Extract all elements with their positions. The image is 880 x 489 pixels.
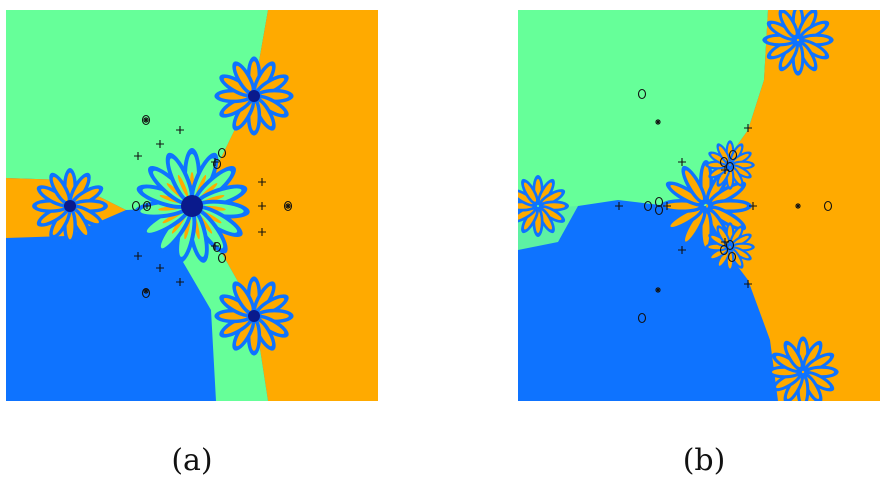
basin-green	[518, 10, 768, 210]
fractal-panel-a	[6, 10, 378, 401]
attractor-top	[248, 90, 260, 102]
basin-green	[6, 10, 268, 210]
basin-plot-a	[6, 10, 378, 401]
attractor-left	[64, 200, 76, 212]
attractor-center	[181, 195, 203, 217]
markers-b	[615, 88, 833, 324]
fractal-panel-b	[518, 10, 880, 401]
attractor-bottom	[248, 310, 260, 322]
basin-plot-b	[518, 10, 880, 401]
caption-a: (a)	[171, 443, 213, 478]
basin-orange	[706, 10, 880, 401]
markers-a	[131, 114, 293, 299]
caption-b: (b)	[682, 443, 726, 478]
